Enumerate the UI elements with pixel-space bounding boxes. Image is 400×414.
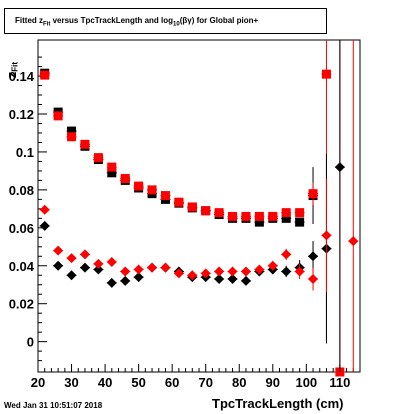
y-tick-label: 0.08 xyxy=(9,183,34,198)
y-tick-label: 0.04 xyxy=(9,259,35,274)
data-point-square xyxy=(241,211,251,221)
data-point-square xyxy=(40,70,50,80)
data-point-square xyxy=(254,217,264,227)
data-point-square xyxy=(174,197,184,207)
data-point-diamond xyxy=(334,162,345,173)
data-point-square xyxy=(201,206,211,216)
data-point-diamond xyxy=(281,266,292,277)
data-point-square xyxy=(93,153,103,163)
chart-title: Fitted zFit versus TpcTrackLength and lo… xyxy=(15,16,259,28)
data-point-square xyxy=(308,189,318,199)
data-point-diamond xyxy=(214,274,225,285)
data-point-square xyxy=(281,208,291,218)
data-point-square xyxy=(228,211,238,221)
data-point-square xyxy=(67,132,77,142)
x-tick-label: 30 xyxy=(64,375,78,390)
chart-title-box: Fitted zFit versus TpcTrackLength and lo… xyxy=(4,8,327,34)
x-tick-label: 60 xyxy=(165,375,179,390)
x-tick-label: 20 xyxy=(31,375,45,390)
data-point-square xyxy=(295,217,305,227)
y-tick-label: 0.1 xyxy=(16,145,34,160)
x-tick-label: 80 xyxy=(232,375,246,390)
data-point-square xyxy=(80,139,90,149)
data-point-diamond xyxy=(281,249,292,260)
data-point-diamond xyxy=(227,266,238,277)
data-point-diamond xyxy=(254,264,265,275)
data-point-square xyxy=(214,208,224,218)
data-point-diamond xyxy=(133,264,144,275)
data-point-diamond xyxy=(106,277,117,288)
x-tick-label: 90 xyxy=(266,375,280,390)
data-point-diamond xyxy=(240,275,251,286)
y-tick-label: 0.02 xyxy=(9,297,34,312)
data-point-diamond xyxy=(66,253,77,264)
data-point-diamond xyxy=(93,264,104,275)
data-point-square xyxy=(147,185,157,195)
data-point-diamond xyxy=(240,266,251,277)
data-point-diamond xyxy=(308,274,319,285)
timestamp: Wed Jan 31 10:51:07 2018 xyxy=(4,401,103,410)
data-point-diamond xyxy=(120,275,131,286)
y-tick-label: 0.06 xyxy=(9,221,34,236)
data-point-diamond xyxy=(187,270,198,281)
data-point-diamond xyxy=(348,236,359,247)
data-point-diamond xyxy=(53,245,64,256)
data-point-square xyxy=(107,162,117,172)
data-point-square xyxy=(281,213,291,223)
x-axis-label: TpcTrackLength (cm) xyxy=(212,396,344,411)
data-point-diamond xyxy=(147,262,158,273)
data-point-diamond xyxy=(79,262,90,273)
data-point-square xyxy=(120,173,130,183)
data-point-diamond xyxy=(173,268,184,279)
data-point-diamond xyxy=(120,266,131,277)
y-tick-label: 0.12 xyxy=(9,107,34,122)
data-point-diamond xyxy=(321,230,332,241)
data-point-diamond xyxy=(79,249,90,260)
data-point-square xyxy=(187,202,197,212)
data-point-diamond xyxy=(66,270,77,281)
data-point-square xyxy=(67,126,77,136)
data-point-square xyxy=(134,181,144,191)
data-point-square xyxy=(295,208,305,218)
x-tick-label: 70 xyxy=(198,375,212,390)
data-point-diamond xyxy=(214,266,225,277)
data-point-diamond xyxy=(53,260,64,271)
y-tick-label: 0 xyxy=(27,335,34,350)
x-tick-label: 100 xyxy=(295,375,317,390)
data-point-diamond xyxy=(133,272,144,283)
data-point-diamond xyxy=(93,258,104,269)
data-point-diamond xyxy=(160,262,171,273)
data-point-diamond xyxy=(227,274,238,285)
x-tick-label: 40 xyxy=(98,375,112,390)
data-point-diamond xyxy=(308,251,319,262)
data-point-square xyxy=(53,111,63,121)
data-point-square xyxy=(107,168,117,178)
data-point-diamond xyxy=(294,266,305,277)
data-point-diamond xyxy=(106,256,117,267)
y-tick-label: 0.14 xyxy=(9,69,35,84)
plot-frame xyxy=(37,39,361,373)
x-tick-label: 50 xyxy=(131,375,145,390)
data-point-diamond xyxy=(267,260,278,271)
x-tick-label: 110 xyxy=(329,375,350,390)
data-point-square xyxy=(321,69,331,79)
data-point-diamond xyxy=(39,204,50,215)
data-point-square xyxy=(254,211,264,221)
data-point-diamond xyxy=(200,268,211,279)
data-point-square xyxy=(160,191,170,201)
data-point-diamond xyxy=(39,220,50,231)
data-point-square xyxy=(268,211,278,221)
